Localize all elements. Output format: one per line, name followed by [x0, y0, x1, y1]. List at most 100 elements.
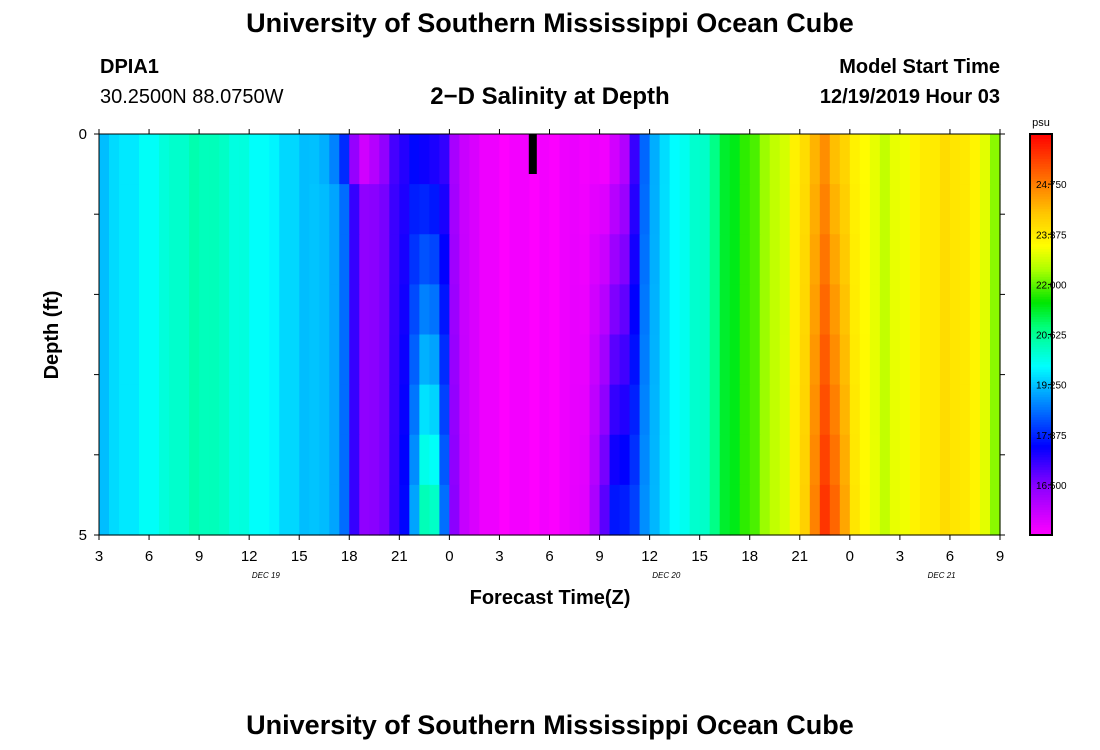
colorbar-swatch [1030, 357, 1052, 361]
heatmap-cell [249, 234, 260, 285]
heatmap-cell [349, 434, 360, 486]
heatmap-cell [669, 434, 681, 486]
heatmap-cell [829, 434, 841, 486]
heatmap-cell [359, 334, 370, 386]
heatmap-cell [429, 434, 440, 486]
heatmap-cell [119, 334, 130, 386]
heatmap-cell [669, 134, 681, 185]
heatmap-cell [209, 284, 220, 336]
heatmap-cell [759, 334, 771, 386]
heatmap-cell [709, 384, 721, 436]
heatmap-cell [889, 334, 901, 386]
heatmap-cell [839, 134, 851, 185]
colorbar-swatch [1030, 159, 1052, 163]
heatmap-cell [819, 384, 831, 436]
heatmap-cell [599, 484, 611, 536]
heatmap-cell [949, 184, 961, 235]
heatmap-cell [979, 484, 991, 536]
heatmap-cell [539, 134, 551, 185]
heatmap-cell [549, 334, 561, 386]
heatmap-cell [189, 384, 200, 436]
heatmap-cell [239, 284, 250, 336]
heatmap-cell [529, 234, 541, 285]
colorbar-swatch [1030, 184, 1052, 188]
heatmap-cell [799, 334, 811, 386]
heatmap-cell [349, 184, 360, 235]
heatmap-cell [779, 234, 791, 285]
colorbar-swatch [1030, 414, 1052, 418]
heatmap-cell [799, 184, 811, 235]
colorbar-swatch [1030, 134, 1052, 138]
heatmap-cell [959, 134, 971, 185]
heatmap-cell [269, 484, 280, 536]
heatmap-cell [699, 384, 711, 436]
heatmap-cell [469, 184, 481, 235]
colorbar-swatch [1030, 169, 1052, 173]
heatmap-cell [469, 134, 481, 185]
heatmap-cell [499, 484, 511, 536]
heatmap-cell [489, 284, 501, 336]
heatmap-cell [169, 434, 180, 486]
heatmap-cell [179, 384, 190, 436]
colorbar-swatch [1030, 154, 1052, 158]
heatmap-cell [899, 334, 911, 386]
heatmap-cell [769, 434, 781, 486]
y-tick-label: 5 [79, 527, 87, 544]
heatmap-cell [749, 334, 761, 386]
colorbar-swatch [1030, 206, 1052, 210]
heatmap-cell [439, 184, 450, 235]
heatmap-cell [169, 184, 180, 235]
heatmap-cell [269, 134, 280, 185]
colorbar-swatch [1030, 372, 1052, 376]
heatmap-cell [729, 284, 741, 336]
colorbar-swatch [1030, 286, 1052, 290]
heatmap-cell [809, 134, 821, 185]
heatmap-cell [99, 384, 110, 436]
heatmap-cell [989, 184, 1001, 235]
heatmap-cell [789, 284, 801, 336]
heatmap-cell [379, 284, 390, 336]
heatmap-cell [269, 234, 280, 285]
colorbar-swatch [1030, 464, 1052, 468]
heatmap-cell [749, 284, 761, 336]
heatmap-cell [499, 234, 511, 285]
heatmap-cell [359, 134, 370, 185]
x-tick-label: 6 [545, 548, 553, 565]
heatmap-cell [979, 434, 991, 486]
heatmap-cell [729, 384, 741, 436]
heatmap-cell [99, 334, 110, 386]
heatmap-cell [919, 484, 931, 536]
heatmap-cell [429, 184, 440, 235]
heatmap-cell [569, 434, 581, 486]
heatmap-cell [249, 184, 260, 235]
heatmap-cell [339, 334, 350, 386]
heatmap-cell [629, 284, 641, 336]
heatmap-cell [179, 284, 190, 336]
x-tick-label: 18 [741, 548, 758, 565]
heatmap-cell [699, 434, 711, 486]
heatmap-cell [199, 284, 210, 336]
colorbar-swatch [1030, 209, 1052, 213]
colorbar-swatch [1030, 311, 1052, 316]
heatmap-cell [899, 384, 911, 436]
heatmap-cell [899, 134, 911, 185]
heatmap-cell [639, 134, 651, 185]
heatmap-cell [769, 134, 781, 185]
heatmap-cell [719, 284, 731, 336]
heatmap-cell [899, 484, 911, 536]
colorbar-swatch [1030, 492, 1052, 496]
colorbar-swatch [1030, 186, 1052, 190]
colorbar-swatch [1030, 299, 1052, 303]
heatmap-cell [219, 334, 230, 386]
heatmap-cell [569, 134, 581, 185]
heatmap-cell [679, 384, 691, 436]
heatmap-cell [509, 284, 521, 336]
station-coords: 30.2500N 88.0750W [100, 86, 284, 108]
colorbar-swatch [1030, 399, 1052, 403]
heatmap-cell [129, 184, 140, 235]
colorbar-swatch [1030, 429, 1052, 433]
heatmap-cell [259, 134, 270, 185]
heatmap-cell [989, 434, 1001, 486]
heatmap-cell [329, 334, 340, 386]
